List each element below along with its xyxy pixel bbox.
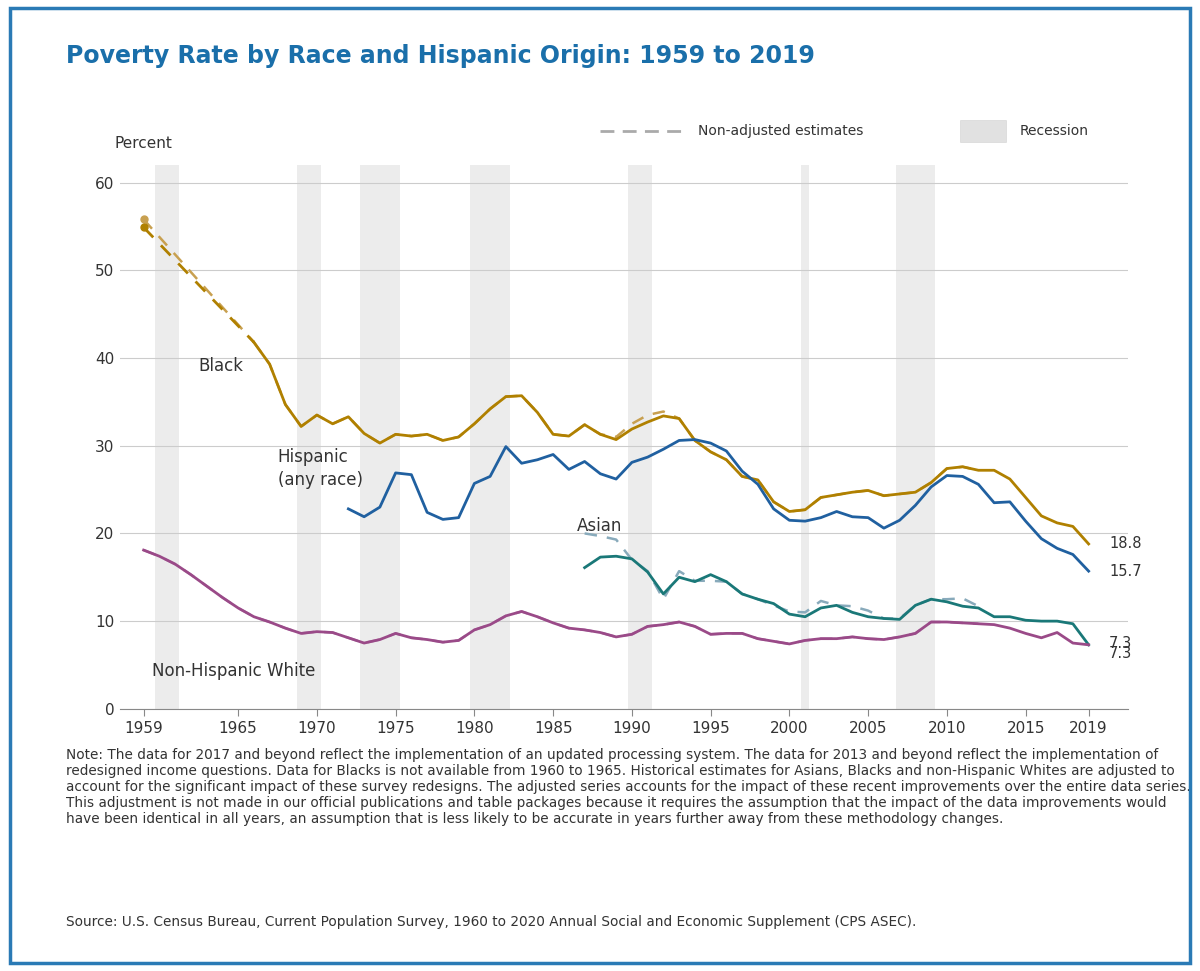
- Text: Note: The data for 2017 and beyond reflect the implementation of an updated proc: Note: The data for 2017 and beyond refle…: [66, 748, 1190, 826]
- Bar: [470, 165, 510, 709]
- Text: Black: Black: [199, 357, 244, 375]
- Text: Non-adjusted estimates: Non-adjusted estimates: [698, 124, 864, 138]
- Bar: [628, 165, 652, 709]
- Bar: [360, 165, 400, 709]
- Text: 7.3: 7.3: [1109, 636, 1133, 651]
- Text: 18.8: 18.8: [1109, 536, 1141, 552]
- Text: Source: U.S. Census Bureau, Current Population Survey, 1960 to 2020 Annual Socia: Source: U.S. Census Bureau, Current Popu…: [66, 915, 917, 928]
- Text: 15.7: 15.7: [1109, 563, 1141, 579]
- Text: Non-Hispanic White: Non-Hispanic White: [151, 661, 314, 680]
- Text: Percent: Percent: [115, 137, 173, 151]
- Text: Hispanic
(any race): Hispanic (any race): [277, 448, 362, 489]
- Bar: [802, 165, 809, 709]
- Bar: [156, 165, 179, 709]
- Bar: [298, 165, 320, 709]
- Text: Recession: Recession: [1020, 124, 1090, 138]
- Text: Poverty Rate by Race and Hispanic Origin: 1959 to 2019: Poverty Rate by Race and Hispanic Origin…: [66, 44, 815, 68]
- Text: 7.3: 7.3: [1109, 646, 1133, 661]
- Text: Asian: Asian: [577, 517, 622, 535]
- Bar: [895, 165, 935, 709]
